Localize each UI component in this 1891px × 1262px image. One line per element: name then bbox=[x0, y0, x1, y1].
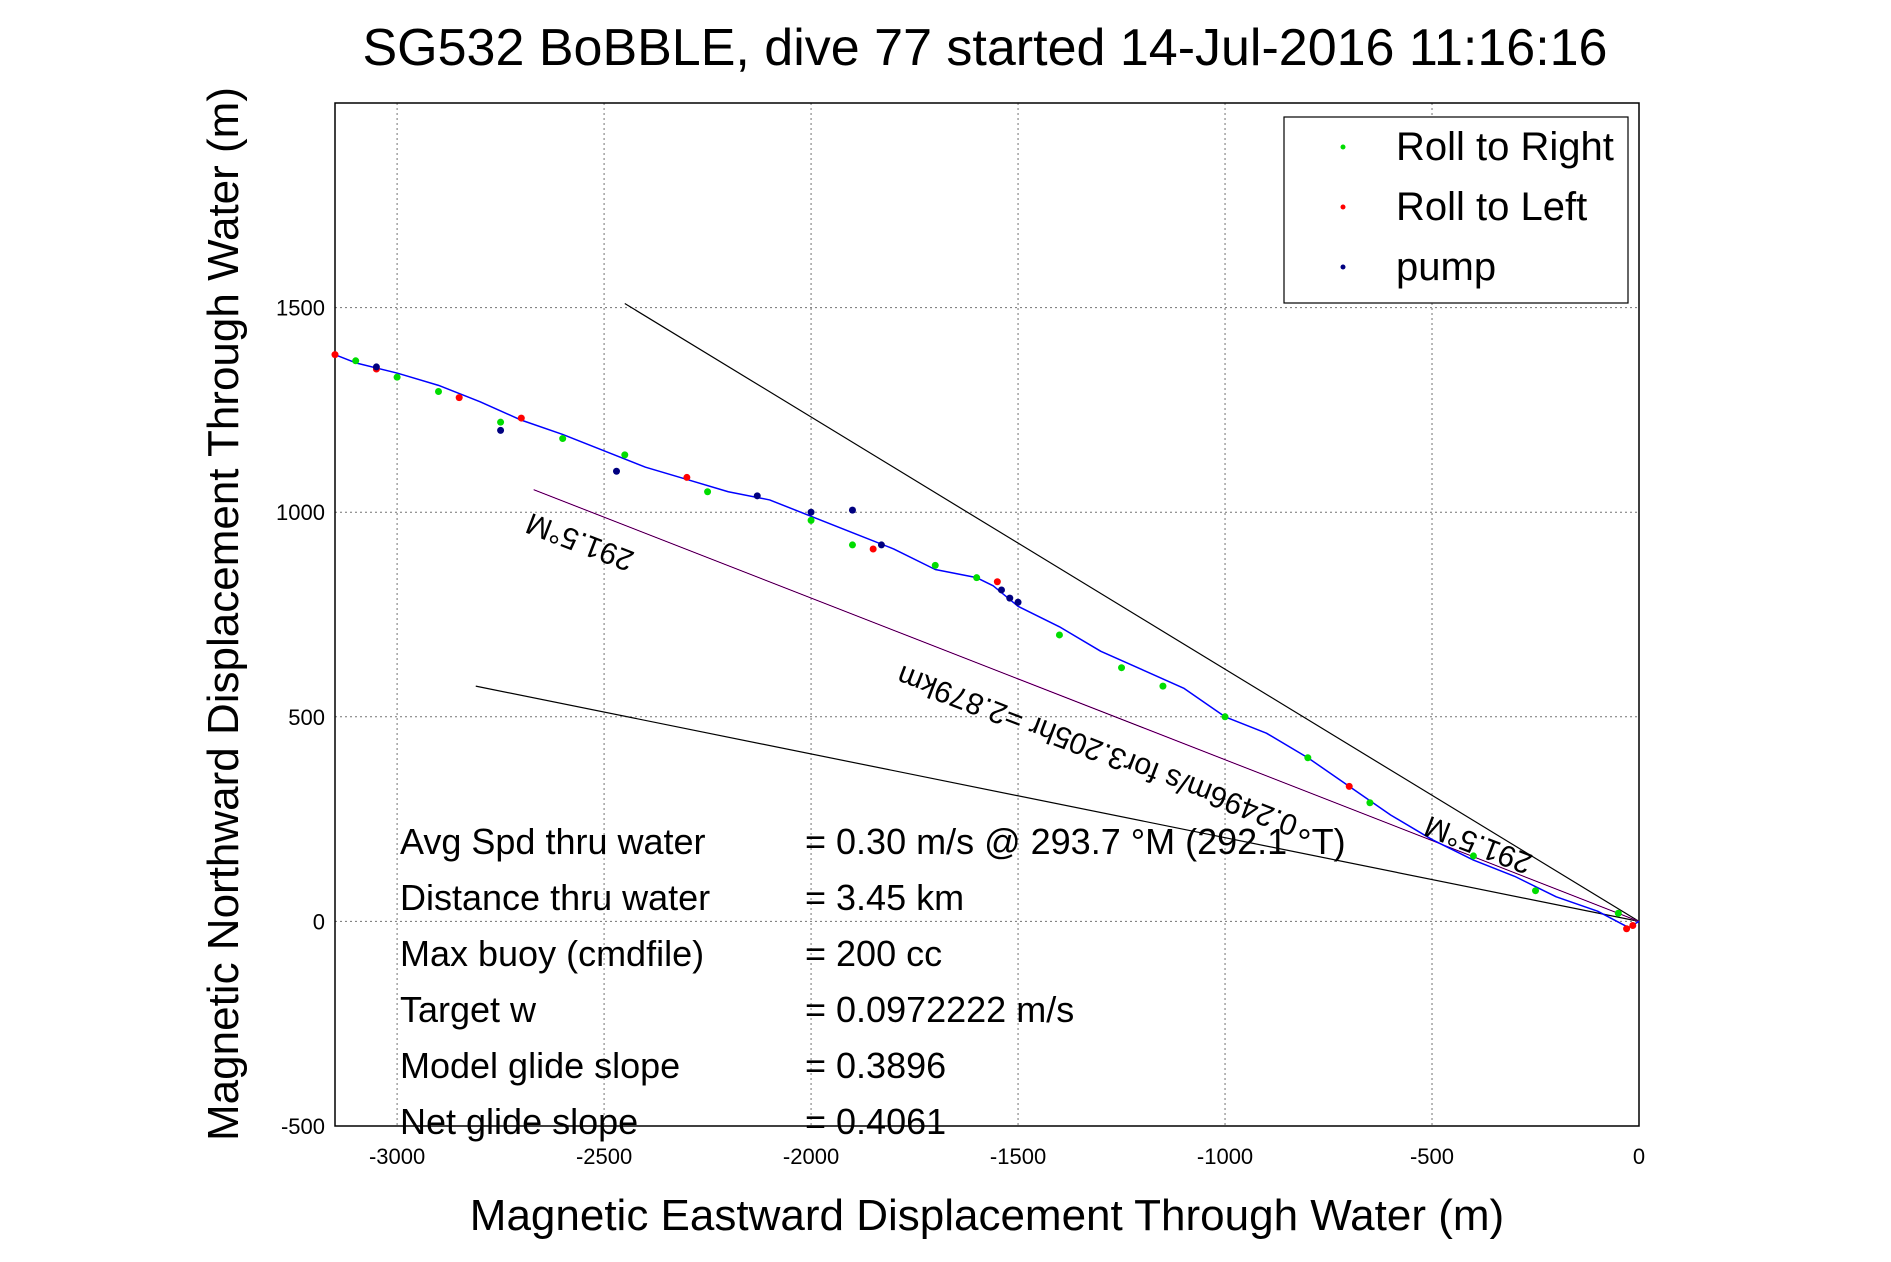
stat-value: = 0.0972222 m/s bbox=[805, 989, 1074, 1030]
roll-left-marker bbox=[517, 414, 525, 422]
roll-right-marker bbox=[1304, 754, 1312, 762]
track-line bbox=[334, 353, 1640, 929]
y-tick-label: 0 bbox=[313, 909, 325, 934]
stat-value: = 0.30 m/s @ 293.7 °M (292.1 °T) bbox=[805, 821, 1346, 862]
roll-right-marker bbox=[621, 451, 629, 459]
roll-left-marker bbox=[993, 578, 1001, 586]
legend: Roll to Right Roll to Left pump bbox=[1283, 116, 1629, 304]
stat-label: Net glide slope bbox=[400, 1101, 638, 1142]
pump-marker bbox=[1014, 598, 1022, 606]
roll-right-marker bbox=[1469, 852, 1477, 860]
roll-right-marker bbox=[1118, 664, 1126, 672]
pump-marker bbox=[372, 363, 380, 371]
x-tick-labels: -3000 -2500 -2000 -1500 -1000 -500 0 bbox=[369, 1144, 1645, 1169]
legend-label: Roll to Right bbox=[1396, 125, 1614, 169]
y-tick-label: 500 bbox=[288, 705, 325, 730]
legend-swatch bbox=[1340, 204, 1346, 210]
stat-value: = 3.45 km bbox=[805, 877, 964, 918]
roll-right-marker bbox=[434, 387, 442, 395]
roll-right-marker bbox=[1159, 682, 1167, 690]
roll-right-marker bbox=[931, 561, 939, 569]
roll-right-marker bbox=[1532, 887, 1540, 895]
stat-label: Model glide slope bbox=[400, 1045, 680, 1086]
pump-marker bbox=[1006, 594, 1014, 602]
track bbox=[334, 353, 1640, 929]
pump-marker bbox=[877, 541, 885, 549]
roll-right-marker bbox=[1614, 909, 1622, 917]
pump-marker bbox=[997, 586, 1005, 594]
x-tick-label: -3000 bbox=[369, 1144, 425, 1169]
stat-label: Target w bbox=[400, 989, 537, 1030]
roll-left-marker bbox=[1629, 921, 1637, 929]
roll-right-marker bbox=[559, 435, 567, 443]
pump-marker bbox=[753, 492, 761, 500]
stat-value: = 200 cc bbox=[805, 933, 942, 974]
roll-right-marker bbox=[1055, 631, 1063, 639]
pump-marker bbox=[807, 508, 815, 516]
y-tick-label: 1000 bbox=[276, 500, 325, 525]
roll-right-marker bbox=[973, 574, 981, 582]
stats-block: Avg Spd thru water = 0.30 m/s @ 293.7 °M … bbox=[400, 821, 1346, 1142]
roll-left-marker bbox=[331, 351, 339, 359]
x-tick-label: -2500 bbox=[576, 1144, 632, 1169]
x-tick-label: -500 bbox=[1410, 1144, 1454, 1169]
legend-label: pump bbox=[1396, 245, 1496, 289]
x-tick-label: -2000 bbox=[783, 1144, 839, 1169]
roll-left-marker bbox=[1623, 925, 1631, 933]
reference-line bbox=[475, 685, 1640, 922]
roll-right-marker bbox=[704, 488, 712, 496]
y-tick-label: 1500 bbox=[276, 296, 325, 321]
reference-lines bbox=[475, 302, 1640, 922]
stat-value: = 0.3896 bbox=[805, 1045, 946, 1086]
markers bbox=[331, 351, 1637, 933]
stat-label: Distance thru water bbox=[400, 877, 710, 918]
x-tick-label: 0 bbox=[1633, 1144, 1645, 1169]
legend-swatch bbox=[1340, 144, 1346, 150]
y-tick-label: -500 bbox=[281, 1114, 325, 1139]
roll-right-marker bbox=[497, 418, 505, 426]
reference-line bbox=[624, 302, 1640, 922]
y-axis-label: Magnetic Northward Displacement Through … bbox=[199, 87, 248, 1141]
roll-right-marker bbox=[1221, 713, 1229, 721]
x-tick-label: -1000 bbox=[1197, 1144, 1253, 1169]
x-tick-label: -1500 bbox=[990, 1144, 1046, 1169]
roll-left-marker bbox=[683, 473, 691, 481]
roll-right-marker bbox=[848, 541, 856, 549]
y-tick-labels: -500 0 500 1000 1500 bbox=[276, 296, 325, 1139]
x-axis-label: Magnetic Eastward Displacement Through W… bbox=[470, 1191, 1504, 1240]
roll-right-marker bbox=[352, 357, 360, 365]
stat-label: Max buoy (cmdfile) bbox=[400, 933, 704, 974]
stat-label: Avg Spd thru water bbox=[400, 821, 706, 862]
roll-left-marker bbox=[869, 545, 877, 553]
reference-line bbox=[533, 489, 1640, 922]
pump-marker bbox=[612, 467, 620, 475]
roll-right-marker bbox=[1366, 799, 1374, 807]
legend-swatch bbox=[1340, 264, 1346, 270]
grid bbox=[335, 103, 1639, 1126]
roll-right-marker bbox=[393, 373, 401, 381]
roll-left-marker bbox=[455, 394, 463, 402]
stat-value: = 0.4061 bbox=[805, 1101, 946, 1142]
pump-marker bbox=[848, 506, 856, 514]
chart-title: SG532 BoBBLE, dive 77 started 14-Jul-201… bbox=[363, 19, 1608, 77]
roll-right-marker bbox=[807, 516, 815, 524]
roll-left-marker bbox=[1345, 782, 1353, 790]
pump-marker bbox=[497, 426, 505, 434]
legend-label: Roll to Left bbox=[1396, 185, 1587, 229]
